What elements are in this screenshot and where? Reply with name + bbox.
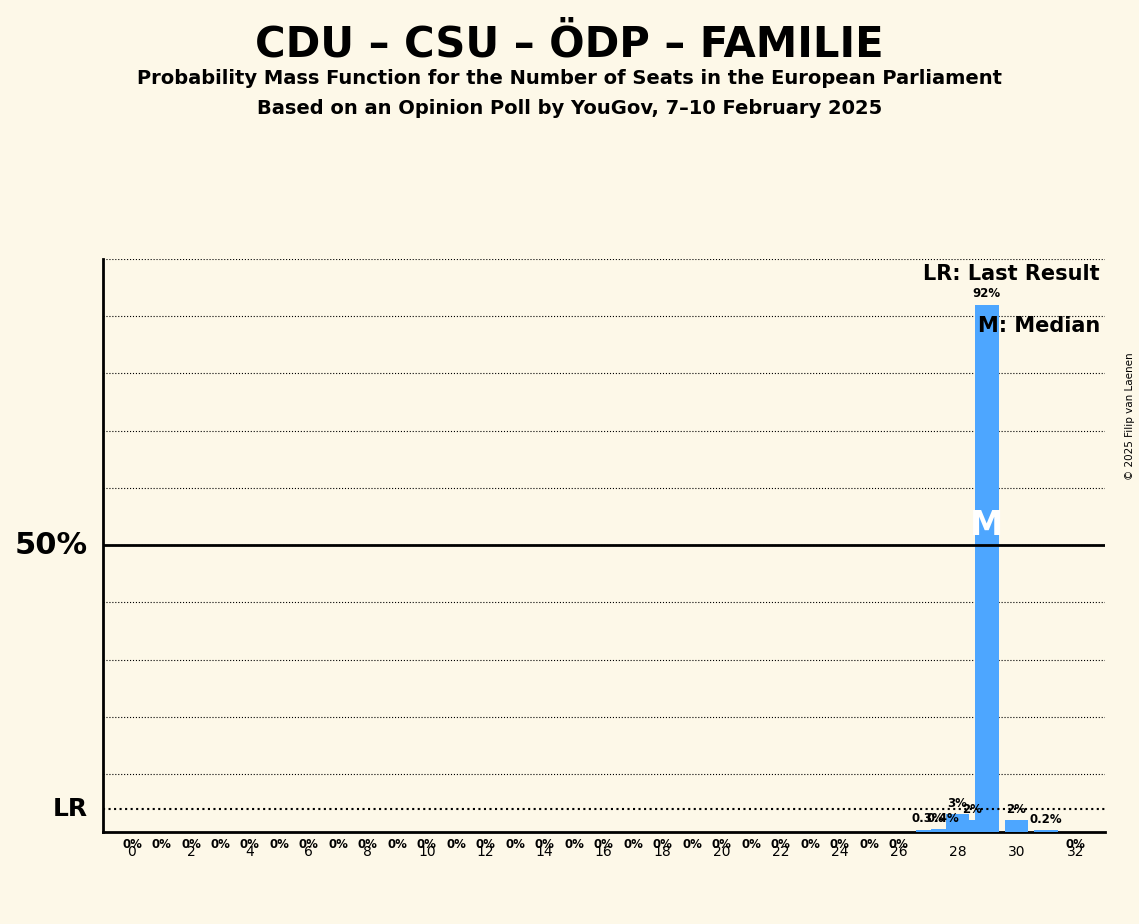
Text: M: Median: M: Median: [977, 316, 1100, 336]
Text: 50%: 50%: [15, 530, 88, 560]
Text: CDU – CSU – ÖDP – FAMILIE: CDU – CSU – ÖDP – FAMILIE: [255, 23, 884, 65]
Text: 0%: 0%: [240, 838, 260, 852]
Text: 0%: 0%: [564, 838, 584, 852]
Text: 0%: 0%: [417, 838, 436, 852]
Text: 0%: 0%: [446, 838, 466, 852]
Text: 0%: 0%: [771, 838, 790, 852]
Text: Based on an Opinion Poll by YouGov, 7–10 February 2025: Based on an Opinion Poll by YouGov, 7–10…: [257, 99, 882, 118]
Text: 0%: 0%: [712, 838, 731, 852]
Text: 92%: 92%: [973, 287, 1001, 300]
Text: 0%: 0%: [741, 838, 761, 852]
Text: 0%: 0%: [800, 838, 820, 852]
Text: 0.4%: 0.4%: [926, 811, 959, 825]
Text: 0%: 0%: [1065, 838, 1085, 852]
Text: 0%: 0%: [506, 838, 525, 852]
Text: 0%: 0%: [829, 838, 850, 852]
Bar: [975, 305, 999, 832]
Text: 0%: 0%: [151, 838, 171, 852]
Text: 0%: 0%: [623, 838, 644, 852]
Text: 0%: 0%: [298, 838, 319, 852]
Text: 3%: 3%: [948, 796, 967, 809]
Text: 0%: 0%: [535, 838, 555, 852]
Text: LR: Last Result: LR: Last Result: [924, 264, 1100, 285]
Bar: [916, 830, 940, 832]
Text: 2%: 2%: [1007, 803, 1026, 816]
Text: 0.2%: 0.2%: [1030, 813, 1063, 826]
Text: 0%: 0%: [328, 838, 349, 852]
Bar: [1005, 821, 1029, 832]
Text: Probability Mass Function for the Number of Seats in the European Parliament: Probability Mass Function for the Number…: [137, 69, 1002, 89]
Bar: [931, 830, 954, 832]
Bar: [960, 821, 984, 832]
Text: M: M: [970, 509, 1003, 542]
Text: © 2025 Filip van Laenen: © 2025 Filip van Laenen: [1125, 352, 1134, 480]
Text: 0%: 0%: [859, 838, 879, 852]
Text: 0%: 0%: [122, 838, 142, 852]
Text: 2%: 2%: [962, 803, 982, 816]
Text: 0%: 0%: [270, 838, 289, 852]
Text: 0%: 0%: [888, 838, 909, 852]
Text: 0%: 0%: [358, 838, 378, 852]
Text: 0%: 0%: [181, 838, 200, 852]
Text: 0%: 0%: [653, 838, 672, 852]
Text: 0%: 0%: [211, 838, 230, 852]
Text: 0.3%: 0.3%: [911, 812, 944, 825]
Text: LR: LR: [52, 796, 88, 821]
Text: 0%: 0%: [476, 838, 495, 852]
Text: 0%: 0%: [682, 838, 702, 852]
Bar: [945, 814, 969, 832]
Text: 0%: 0%: [387, 838, 408, 852]
Bar: [1034, 831, 1058, 832]
Text: 0%: 0%: [593, 838, 614, 852]
